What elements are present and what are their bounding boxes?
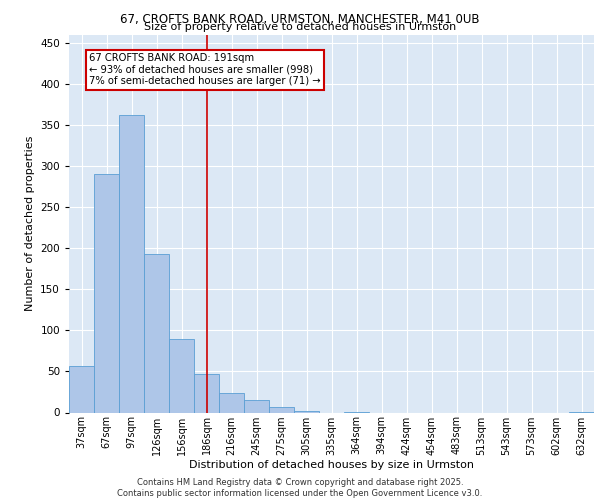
X-axis label: Distribution of detached houses by size in Urmston: Distribution of detached houses by size … xyxy=(189,460,474,470)
Bar xyxy=(194,374,218,412)
Text: 67, CROFTS BANK ROAD, URMSTON, MANCHESTER, M41 0UB: 67, CROFTS BANK ROAD, URMSTON, MANCHESTE… xyxy=(120,12,480,26)
Bar xyxy=(269,407,293,412)
Y-axis label: Number of detached properties: Number of detached properties xyxy=(25,136,35,312)
Text: 67 CROFTS BANK ROAD: 191sqm
← 93% of detached houses are smaller (998)
7% of sem: 67 CROFTS BANK ROAD: 191sqm ← 93% of det… xyxy=(89,53,320,86)
Text: Size of property relative to detached houses in Urmston: Size of property relative to detached ho… xyxy=(144,22,456,32)
Bar xyxy=(244,400,269,412)
Bar xyxy=(94,174,119,412)
Bar xyxy=(70,366,94,412)
Bar xyxy=(295,411,319,412)
Bar xyxy=(220,393,244,412)
Bar xyxy=(169,338,194,412)
Bar xyxy=(145,254,169,412)
Bar xyxy=(119,116,143,412)
Text: Contains HM Land Registry data © Crown copyright and database right 2025.
Contai: Contains HM Land Registry data © Crown c… xyxy=(118,478,482,498)
